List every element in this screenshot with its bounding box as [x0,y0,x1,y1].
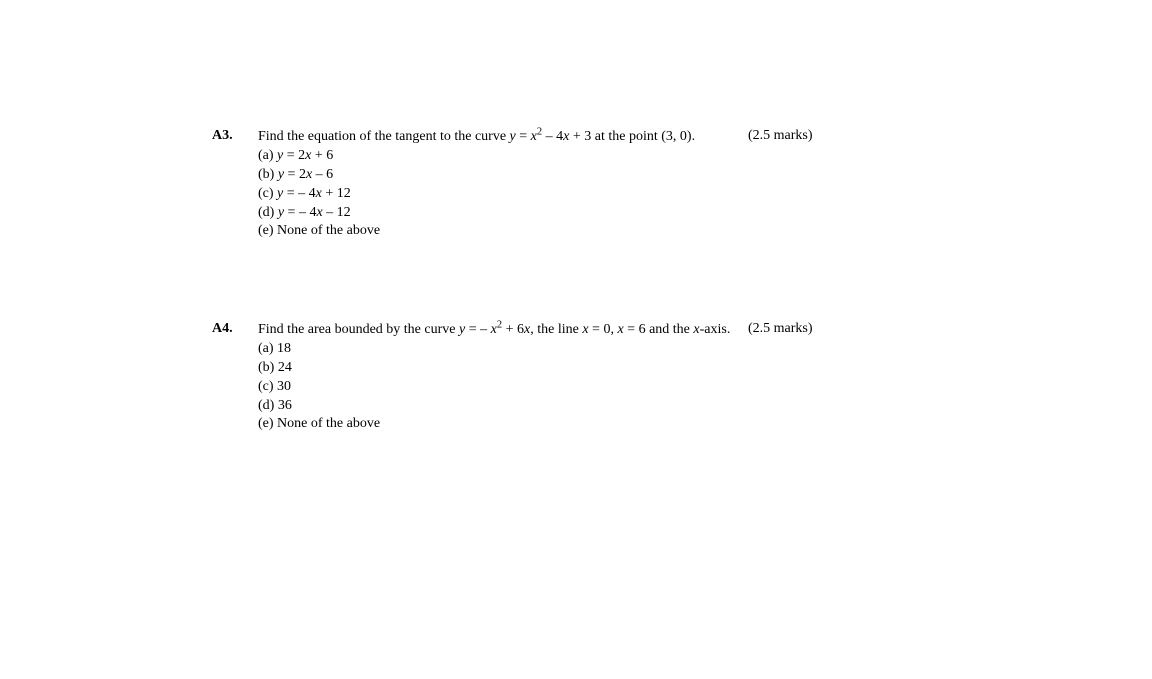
option-c: (c) y = – 4x + 12 [258,185,738,204]
option-b: (b) 24 [258,359,738,378]
stem-text: = 6 and the [624,322,694,337]
stem-text: = [516,129,531,144]
option-text: + 6 [311,148,333,163]
option-d: (d) y = – 4x – 12 [258,204,738,223]
question-marks: (2.5 marks) [748,128,838,241]
option-text: – 12 [323,205,351,220]
option-label: (d) [258,205,278,220]
stem-text: Find the area bounded by the curve [258,322,459,337]
option-label: (b) [258,167,278,182]
option-text: = – 4 [283,186,315,201]
question-stem: Find the equation of the tangent to the … [258,129,695,144]
option-e: (e) None of the above [258,415,738,434]
stem-text: = – [465,322,490,337]
stem-text: -axis. [700,322,731,337]
question-body: Find the equation of the tangent to the … [258,128,738,241]
question-a4: A4. Find the area bounded by the curve y… [212,321,838,434]
option-a: (a) 18 [258,340,738,359]
stem-text: = 0, [589,322,618,337]
option-b: (b) y = 2x – 6 [258,166,738,185]
stem-text: + 6 [502,322,524,337]
option-e: (e) None of the above [258,222,738,241]
stem-text: , the line [530,322,582,337]
question-stem: Find the area bounded by the curve y = –… [258,322,730,337]
option-text: = – 4 [284,205,316,220]
stem-text: + 3 at the point (3, 0). [569,129,695,144]
option-text: – 6 [312,167,333,182]
question-body: Find the area bounded by the curve y = –… [258,321,738,434]
option-text: = 2 [283,148,305,163]
option-c: (c) 30 [258,378,738,397]
option-label: (a) [258,148,277,163]
question-a3: A3. Find the equation of the tangent to … [212,128,838,241]
option-a: (a) y = 2x + 6 [258,147,738,166]
question-marks: (2.5 marks) [748,321,838,434]
option-d: (d) 36 [258,397,738,416]
question-number: A4. [212,321,258,434]
option-text: + 12 [322,186,351,201]
stem-text: Find the equation of the tangent to the … [258,129,510,144]
question-number: A3. [212,128,258,241]
option-text: = 2 [284,167,306,182]
option-label: (c) [258,186,277,201]
page: A3. Find the equation of the tangent to … [0,0,1152,679]
stem-text: – 4 [542,129,563,144]
